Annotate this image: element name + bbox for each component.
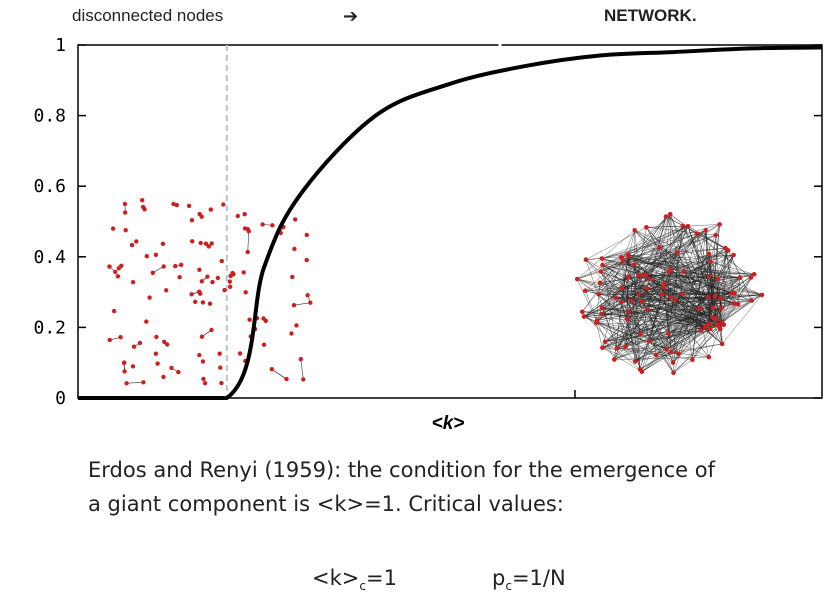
y-tick-label: 0.8 xyxy=(33,106,66,127)
caption-line-2: a giant component is <k>=1. Critical val… xyxy=(88,492,564,516)
critical-p-symbol: p xyxy=(492,566,506,590)
caption-line-1: Erdos and Renyi (1959): the condition fo… xyxy=(88,458,716,482)
connected-network-illustration xyxy=(574,211,765,376)
critical-p-value: pc=1/N xyxy=(492,566,566,593)
critical-k-symbol: <k> xyxy=(312,566,360,590)
critical-k-number: =1 xyxy=(365,566,397,590)
critical-p-subscript: c xyxy=(505,579,512,594)
critical-p-number: =1/N xyxy=(511,566,566,590)
y-axis: 0 0.2 0.4 0.6 0.8 1 xyxy=(33,35,822,409)
y-tick-label: 1 xyxy=(55,35,66,56)
y-tick-label: 0.6 xyxy=(33,176,66,197)
y-tick-label: 0 xyxy=(55,388,66,409)
critical-k-subscript: c xyxy=(359,579,366,594)
y-tick-label: 0.2 xyxy=(33,317,66,338)
plot-frame xyxy=(77,43,823,399)
disconnected-nodes-label: disconnected nodes xyxy=(72,6,224,25)
giant-component-curve xyxy=(78,45,823,400)
x-axis-label: <k> xyxy=(432,413,465,434)
arrow-icon: ➔ xyxy=(343,6,359,26)
y-tick-label: 0.4 xyxy=(33,247,66,268)
plot-border xyxy=(77,44,823,399)
network-label: NETWORK. xyxy=(604,6,697,25)
giant-component-chart: 0 0.2 0.4 0.6 0.8 1 <k> xyxy=(33,35,823,434)
critical-k-value: <k>c=1 xyxy=(312,566,397,593)
